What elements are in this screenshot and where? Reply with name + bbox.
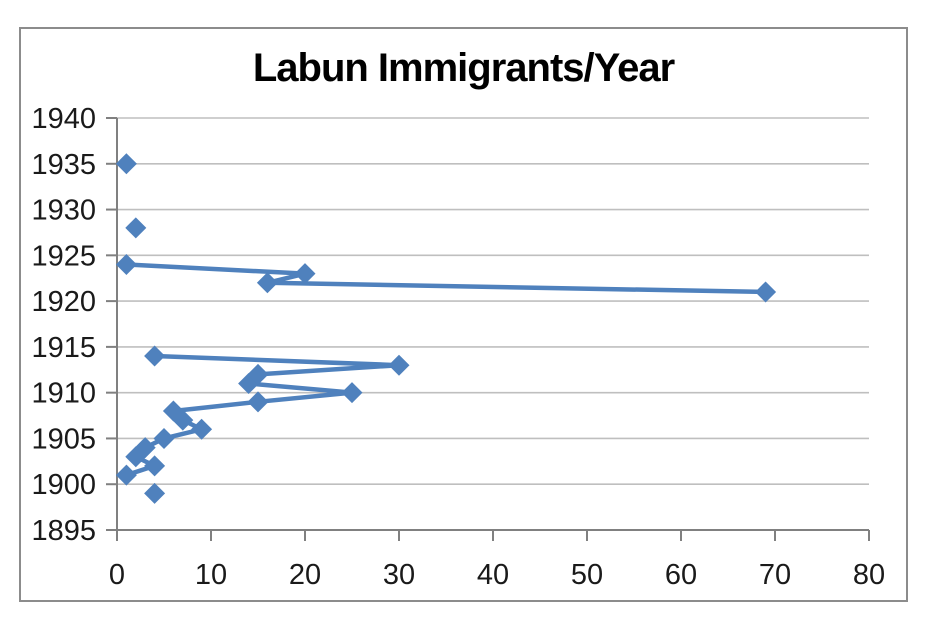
data-point-marker	[294, 263, 316, 285]
x-tick-label: 80	[853, 559, 885, 591]
x-tick-label: 70	[759, 559, 791, 591]
data-point-marker	[115, 253, 137, 275]
data-point-marker	[755, 281, 777, 303]
y-tick-label: 1895	[31, 515, 96, 547]
y-tick-label: 1905	[31, 423, 96, 455]
y-tick-label: 1910	[31, 378, 96, 410]
y-tick-label: 1920	[31, 286, 96, 318]
data-point-marker	[153, 427, 175, 449]
series-line	[124, 262, 768, 295]
x-tick-label: 30	[383, 559, 415, 591]
y-tick-label: 1925	[31, 240, 96, 272]
data-point-marker	[388, 354, 410, 376]
data-point-marker	[144, 345, 166, 367]
data-point-marker	[144, 455, 166, 477]
y-tick-label: 1930	[31, 195, 96, 227]
x-tick-label: 10	[195, 559, 227, 591]
y-tick-label: 1900	[31, 469, 96, 501]
data-point-marker	[115, 464, 137, 486]
data-point-marker	[247, 363, 269, 385]
data-point-marker	[115, 153, 137, 175]
data-point-marker	[247, 391, 269, 413]
data-point-marker	[256, 272, 278, 294]
y-tick-label: 1940	[31, 103, 96, 135]
data-point-marker	[162, 400, 184, 422]
y-tick-label: 1935	[31, 149, 96, 181]
data-point-marker	[191, 418, 213, 440]
x-tick-label: 40	[477, 559, 509, 591]
chart-title: Labun Immigrants/Year	[252, 46, 675, 90]
data-point-marker	[134, 437, 156, 459]
x-tick-label: 0	[109, 559, 125, 591]
x-tick-label: 20	[289, 559, 321, 591]
data-point-marker	[144, 482, 166, 504]
chart-border	[19, 27, 908, 602]
data-point-marker	[125, 217, 147, 239]
y-tick-label: 1915	[31, 332, 96, 364]
x-tick-label: 50	[571, 559, 603, 591]
data-point-marker	[341, 382, 363, 404]
x-tick-label: 60	[665, 559, 697, 591]
